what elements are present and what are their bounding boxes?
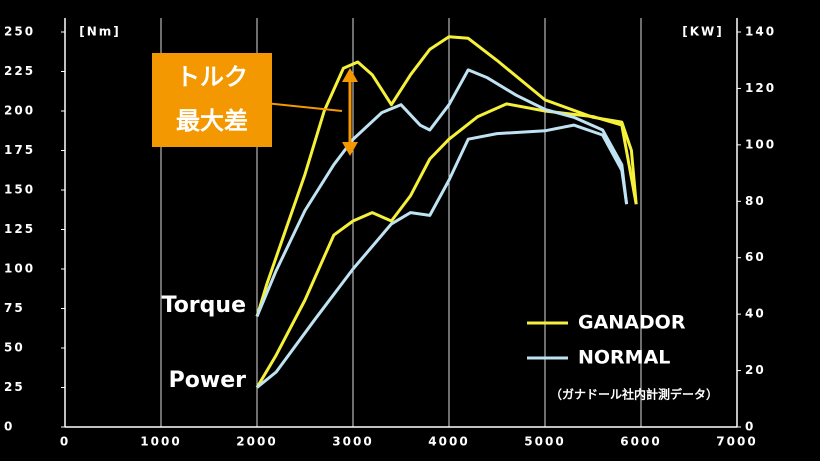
- annotation-box: [152, 53, 272, 147]
- y-tick-label: 200: [4, 104, 35, 118]
- y2-tick-label: 120: [745, 81, 776, 95]
- y-tick-label: 225: [4, 64, 35, 78]
- legend-label: GANADOR: [578, 312, 686, 334]
- y-tick-label: 0: [4, 420, 14, 434]
- x-tick-label: 2000: [236, 435, 277, 449]
- x-tick-label: 5000: [524, 435, 565, 449]
- y-tick-label: 50: [4, 341, 25, 355]
- x-tick-label: 0: [60, 435, 70, 449]
- power-label: Power: [169, 368, 246, 393]
- y-tick-label: 25: [4, 380, 25, 394]
- torque-label: Torque: [162, 293, 246, 318]
- power-line: [255, 102, 638, 389]
- y2-tick-label: 100: [745, 137, 776, 151]
- arrow-head: [342, 142, 358, 156]
- y2-tick-label: 140: [745, 25, 776, 39]
- y-tick-label: 175: [4, 143, 35, 157]
- arrow-head: [342, 68, 358, 82]
- y-tick-label: 150: [4, 183, 35, 197]
- y2-tick-label: 20: [745, 363, 766, 377]
- y2-tick-label: 0: [745, 420, 755, 434]
- y2-axis-label: [KW]: [682, 25, 724, 39]
- annotation-text: トルク: [176, 63, 248, 91]
- power-line: [256, 123, 629, 389]
- y2-tick-label: 60: [745, 250, 766, 264]
- y-tick-label: 75: [4, 301, 25, 315]
- x-tick-label: 1000: [140, 435, 181, 449]
- torque-line: [255, 68, 629, 317]
- x-tick-label: 7000: [716, 435, 757, 449]
- torque-line: [255, 35, 638, 317]
- y2-tick-label: 40: [745, 307, 766, 321]
- y-tick-label: 125: [4, 222, 35, 236]
- x-tick-label: 6000: [620, 435, 661, 449]
- y2-tick-label: 80: [745, 194, 766, 208]
- y-tick-label: 100: [4, 262, 35, 276]
- x-tick-label: 3000: [332, 435, 373, 449]
- annotation-text: 最大差: [176, 107, 248, 135]
- y-axis-label: [Nm]: [79, 25, 121, 39]
- y-tick-label: 250: [4, 25, 35, 39]
- x-tick-label: 4000: [428, 435, 469, 449]
- note: （ガナドール社内計測データ）: [550, 387, 718, 402]
- legend-label: NORMAL: [578, 347, 670, 369]
